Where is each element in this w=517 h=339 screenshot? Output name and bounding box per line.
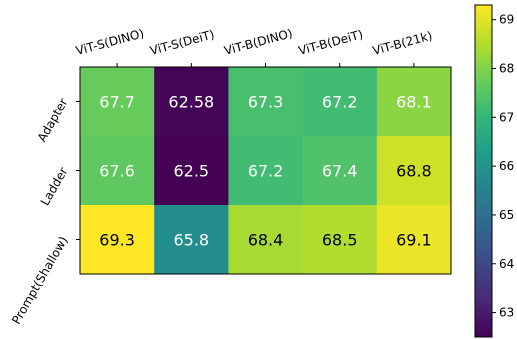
- x-tick-label: ViT-B(DeiT): [297, 27, 365, 58]
- y-tick-label: Adapter: [35, 96, 71, 144]
- cell-value-label: 68.5: [322, 231, 358, 250]
- cell-value-label: 67.7: [99, 93, 135, 112]
- cell-value-label: 62.58: [168, 93, 214, 112]
- heatmap-cell: [228, 136, 304, 206]
- cell-value-label: 68.1: [396, 93, 432, 112]
- colorbar-tick-label: 66: [499, 159, 514, 173]
- heatmap-cell: [228, 67, 304, 137]
- y-tick-label: Ladder: [38, 165, 71, 208]
- heatmap-cell: [154, 67, 229, 137]
- cell-value-label: 67.4: [322, 162, 358, 181]
- colorbar-tick-label: 68: [499, 61, 514, 75]
- heatmap-cell: [80, 136, 155, 206]
- colorbar-tick-label: 69: [499, 13, 514, 27]
- cell-value-label: 65.8: [173, 231, 209, 250]
- cell-value-label: 67.3: [248, 93, 284, 112]
- cell-value-label: 69.1: [396, 231, 432, 250]
- colorbar-tick-label: 64: [499, 257, 514, 271]
- heatmap-cell: [302, 136, 378, 206]
- heatmap-cell: [302, 205, 378, 275]
- heatmap-cell: [376, 136, 452, 206]
- cell-value-label: 69.3: [99, 231, 135, 250]
- cell-value-label: 68.8: [396, 162, 432, 181]
- heatmap-cell: [80, 67, 155, 137]
- x-tick-label: ViT-B(DINO): [223, 26, 294, 58]
- x-tick-label: ViT-B(21k): [371, 29, 434, 58]
- heatmap-cell: [302, 67, 378, 137]
- cell-value-label: 67.2: [322, 93, 358, 112]
- cell-value-label: 67.2: [248, 162, 284, 181]
- heatmap-cell: [376, 67, 452, 137]
- y-tick-label: Prompt(Shallow): [9, 234, 71, 327]
- x-tick-label: ViT-S(DeiT): [148, 27, 215, 58]
- heatmap-cell: [80, 205, 155, 275]
- x-tick-label: ViT-S(DINO): [74, 26, 145, 58]
- heatmap-cell: [154, 205, 229, 275]
- colorbar-tick-label: 65: [499, 208, 514, 222]
- cell-value-label: 62.5: [173, 162, 209, 181]
- colorbar-tick-label: 67: [499, 110, 514, 124]
- heatmap-cell: [376, 205, 452, 275]
- heatmap-cell: [228, 205, 304, 275]
- cell-value-label: 67.6: [99, 162, 135, 181]
- heatmap-cell: [154, 136, 229, 206]
- colorbar: [474, 4, 493, 338]
- colorbar-tick-label: 63: [499, 306, 514, 320]
- cell-value-label: 68.4: [248, 231, 284, 250]
